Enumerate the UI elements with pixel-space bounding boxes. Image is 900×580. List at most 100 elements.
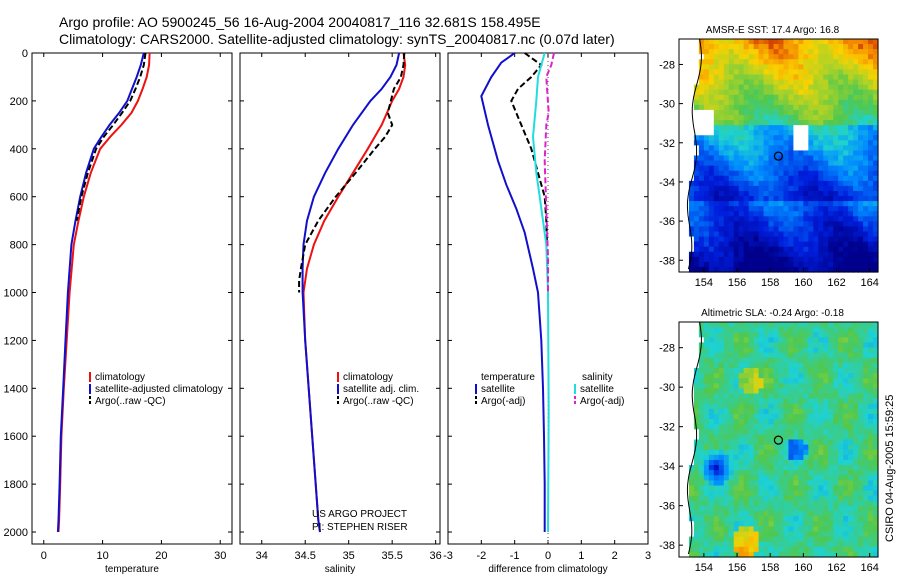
map-cell [838,373,844,379]
map-cell [708,180,715,187]
map-cell [773,322,780,328]
map-cell [738,54,745,60]
map-cell [773,393,780,400]
map-cell [738,155,745,162]
map-cell [853,170,859,177]
map-cell [748,94,755,101]
map-cell [863,352,869,359]
map-cell [793,357,799,364]
map-cell [723,357,730,364]
map-cell [778,454,785,461]
map-cell [743,475,750,481]
map-cell [838,490,844,497]
map-cell [743,135,750,141]
map-cell [858,383,864,390]
map-cell [708,546,715,553]
map-cell [843,155,849,162]
map-cell [748,256,755,263]
map-cell [778,403,785,410]
map-cell [868,241,874,248]
map-cell [738,69,745,76]
map-cell [823,531,829,538]
map-cell [708,465,715,471]
map-cell [858,170,864,177]
map-cell [838,551,844,558]
map-cell [813,140,819,146]
map-cell [703,475,710,481]
map-cell [788,241,795,248]
map-cell [693,59,700,65]
map-cell [818,429,824,435]
map-cell [818,332,824,338]
map-cell [703,160,710,167]
map-cell [748,201,755,207]
map-cell [813,160,819,167]
map-cell [698,516,705,522]
map-cell [758,89,765,96]
map-cell [743,495,750,502]
map-cell [848,357,854,364]
map-cell [783,130,790,136]
map-cell [728,74,735,81]
map-cell [728,511,735,517]
map-cell [703,444,710,451]
map-cell [788,231,795,238]
map-cell [778,64,785,70]
map-cell [698,155,705,162]
map-cell [873,170,879,177]
map-cell [778,327,785,333]
map-cell [778,140,785,146]
map-cell [703,59,710,65]
map-cell [818,160,824,167]
map-cell [808,485,814,492]
map-cell [708,439,715,446]
map-cell [768,190,775,197]
map-cell [679,185,685,192]
map-cell [768,373,775,379]
map-cell [703,551,710,558]
map-cell [798,266,804,273]
map-cell [688,373,695,379]
map-cell [818,413,824,420]
map-cell [793,485,799,492]
map-cell [788,64,795,70]
map-cell [693,373,700,379]
map-cell [683,551,690,558]
map-cell [728,44,735,50]
map-cell [703,419,710,425]
map-cell [763,413,770,420]
map-cell [788,449,795,456]
map-cell [748,251,755,258]
map-cell [763,398,770,405]
map-cell [693,109,700,116]
map-cell [873,89,879,96]
map-cell [698,475,705,481]
map-cell [788,403,795,410]
map-cell [848,490,854,497]
map-cell [783,511,790,517]
map-cell [803,521,809,527]
map-cell [758,216,765,222]
map-cell [793,49,799,55]
map-cell [793,419,799,425]
map-cell [743,64,750,70]
map-cell [833,120,839,126]
map-cell [833,104,839,111]
map-cell [763,378,770,384]
map-cell [833,332,839,338]
map-cell [853,236,859,243]
map-cell [788,439,795,446]
map-cell [818,44,824,50]
map-cell [848,327,854,333]
map-cell [833,246,839,253]
map-cell [773,175,780,182]
map-cell [788,221,795,228]
series-argo-raw-qc- [75,52,147,221]
map-cell [688,49,695,55]
map-cell [838,342,844,349]
map-cell [768,59,775,65]
map-cell [873,201,879,207]
map-cell [828,383,834,390]
map-cell [743,120,750,126]
map-cell [813,145,819,152]
